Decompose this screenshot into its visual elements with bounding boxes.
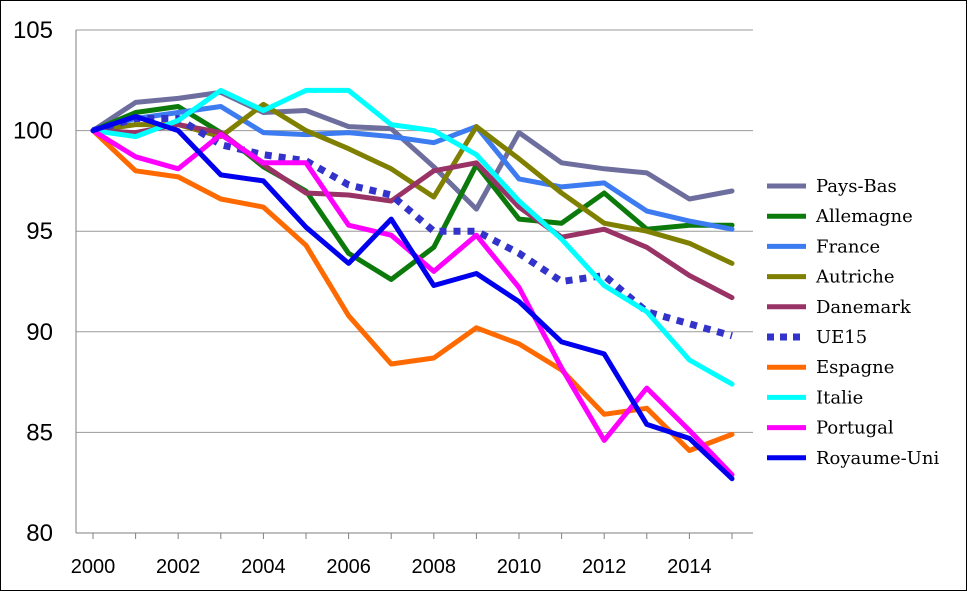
series-line-royaume-uni: [90, 114, 735, 482]
x-tick-label-2000: 2000: [71, 556, 116, 578]
y-tick-label-90: 90: [26, 319, 53, 346]
legend: Pays-Bas Allemagne France Autriche Danemark U…: [767, 176, 939, 469]
legend-label-portugal: Portugal: [816, 418, 894, 439]
y-tick-label-100: 100: [13, 118, 53, 145]
x-tick-label-2004: 2004: [241, 556, 286, 578]
x-tick-label-2008: 2008: [412, 556, 457, 578]
series-line-italie: [90, 87, 735, 387]
gridlines: [76, 29, 753, 433]
legend-label-italie: Italie: [816, 387, 863, 408]
series-lines: [90, 87, 735, 482]
x-tick-label-2002: 2002: [156, 556, 201, 578]
legend-label-france: France: [816, 236, 880, 257]
x-tick-label-2012: 2012: [582, 556, 627, 578]
x-tick-label-2010: 2010: [497, 556, 542, 578]
x-tick-label-2014: 2014: [667, 556, 712, 578]
x-tick-label-2006: 2006: [326, 556, 371, 578]
legend-label-ue15: UE15: [816, 327, 867, 348]
legend-label-espagne: Espagne: [816, 357, 894, 378]
y-tick-label-85: 85: [26, 419, 53, 446]
y-tick-label-80: 80: [26, 520, 53, 547]
legend-label-danemark: Danemark: [816, 297, 912, 318]
axes: 80 85 90 95 100 105 2000 2002 2004 2006 2008 2010 20…: [13, 17, 753, 578]
legend-label-royaume-uni: Royaume-Uni: [816, 448, 939, 469]
series-line-danemark: [90, 122, 735, 301]
y-tick-label-105: 105: [13, 17, 53, 44]
series-line-france: [90, 104, 735, 232]
y-tick-label-95: 95: [26, 218, 53, 245]
series-line-pays-bas: [90, 89, 735, 212]
series-line-allemagne: [90, 104, 735, 282]
legend-label-allemagne: Allemagne: [815, 206, 913, 227]
legend-label-pays-bas: Pays-Bas: [816, 176, 897, 197]
legend-label-autriche: Autriche: [815, 267, 895, 288]
